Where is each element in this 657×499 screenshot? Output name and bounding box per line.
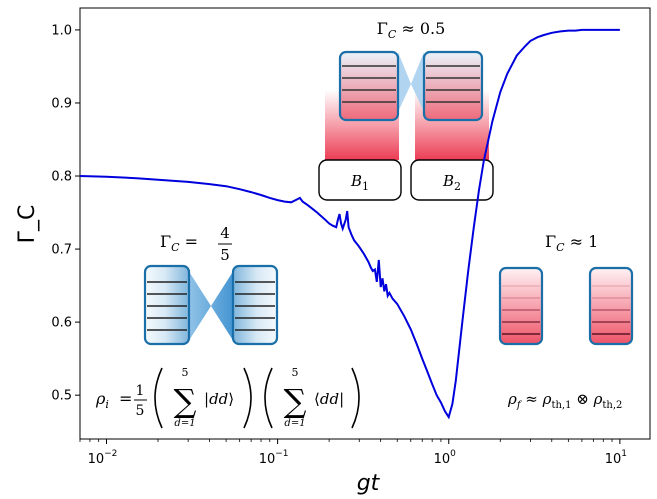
bath-box-1 [318, 159, 402, 201]
svg-text:5: 5 [136, 403, 145, 419]
left-state-annotation: ΓC = [160, 232, 198, 254]
svg-text:5: 5 [182, 366, 189, 379]
x-tick-label: 101 [605, 449, 627, 467]
y-tick-label: 0.8 [51, 170, 72, 185]
svg-text:1: 1 [136, 383, 145, 399]
entangling-beam [188, 270, 234, 342]
svg-text:⟨dd|: ⟨dd| [314, 390, 344, 408]
oscillator-box-1 [338, 50, 400, 122]
series-line-gamma-c [79, 28, 620, 420]
x-tick-label: 10−2 [88, 449, 118, 467]
x-tick-label: 10−1 [259, 449, 289, 467]
right-state-annotation: ΓC ≈ 1 [545, 232, 598, 254]
top-state-illustration: B1 B2 ΓC ≈ 0.5 [318, 19, 494, 201]
y-axis-label: Γ_C [15, 205, 40, 244]
y-axis: 0.5 0.6 0.7 0.8 0.9 1.0 [51, 23, 80, 404]
svg-text:5: 5 [292, 366, 299, 379]
y-tick-label: 0.5 [51, 389, 72, 404]
energy-levels-right [502, 285, 630, 335]
oscillator-box-2 [422, 50, 484, 122]
bath-box-2 [410, 159, 494, 201]
energy-levels-top [342, 65, 480, 103]
energy-levels-left [147, 281, 275, 331]
oscillator-box-right-1 [498, 266, 544, 346]
svg-text:=: = [119, 389, 132, 408]
oscillator-box-left-1 [143, 264, 191, 346]
svg-text:∑: ∑ [174, 382, 197, 420]
svg-text:|dd⟩: |dd⟩ [204, 390, 234, 408]
right-state-illustration: ΓC ≈ 1 [498, 232, 634, 346]
y-tick-label: 1.0 [51, 23, 72, 38]
plot-frame [79, 7, 651, 440]
x-axis: 10−2 10−1 100 101 [79, 439, 627, 467]
left-state-fraction-den: 5 [220, 246, 230, 264]
y-tick-label: 0.7 [51, 243, 72, 258]
top-state-annotation: ΓC ≈ 0.5 [377, 19, 446, 41]
svg-text:d=1: d=1 [284, 418, 305, 429]
svg-text:d=1: d=1 [174, 418, 195, 429]
left-state-fraction-num: 4 [220, 224, 230, 242]
x-axis-label: gt [357, 471, 381, 496]
svg-text:∑: ∑ [284, 382, 307, 420]
coupling-beam [398, 52, 424, 112]
x-tick-label: 100 [434, 449, 457, 467]
oscillator-box-right-2 [588, 266, 634, 346]
final-state-formula: ρf ≈ ρth,1 ⊗ ρth,2 [507, 390, 622, 411]
oscillator-box-left-2 [231, 264, 279, 346]
y-tick-label: 0.9 [51, 96, 72, 111]
y-tick-label: 0.6 [51, 316, 72, 331]
svg-text:ρi: ρi [95, 389, 109, 411]
left-state-illustration: ΓC = 4 5 [143, 224, 279, 346]
initial-state-formula: ρi = 1 5 5 ∑ d=1 |dd⟩ 5 ∑ d=1 ⟨dd| [95, 366, 360, 429]
